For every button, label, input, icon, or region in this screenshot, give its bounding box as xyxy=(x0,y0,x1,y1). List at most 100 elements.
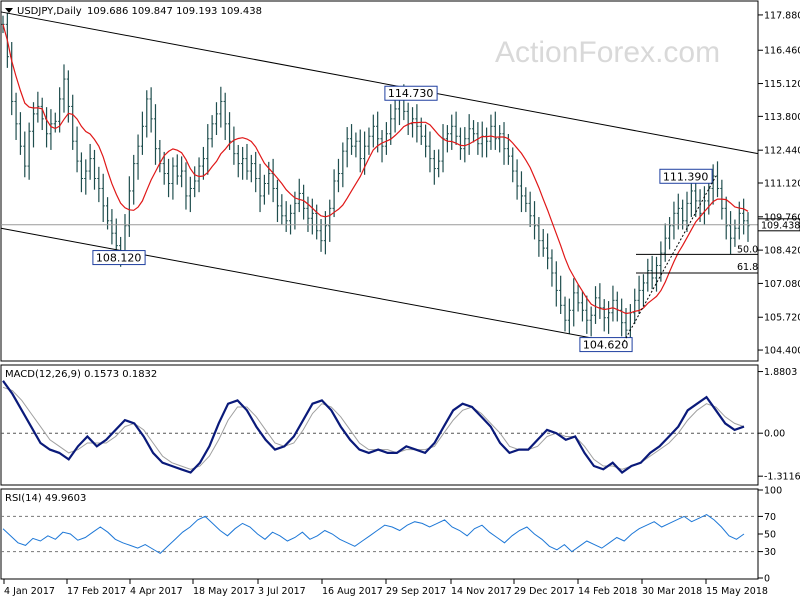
fib-618-label: 61.8 xyxy=(737,262,758,273)
ohlc-bar xyxy=(663,223,667,262)
ohlc-bar xyxy=(210,115,214,148)
low-label-108120: 108.120 xyxy=(96,252,141,265)
lower-channel-line xyxy=(0,227,631,346)
ohlc-bar xyxy=(153,104,158,165)
ohlc-bar xyxy=(284,201,288,232)
ohlc-bar xyxy=(471,120,476,143)
x-tick-label: 16 Aug 2017 xyxy=(322,586,383,597)
rsi-tick-label: 30 xyxy=(764,547,776,558)
fib-50-label: 50.0 xyxy=(737,244,758,255)
price-tick-label: 109.760 xyxy=(764,212,800,223)
ohlc-bar xyxy=(358,129,362,173)
ohlc-bar xyxy=(733,219,737,247)
ohlc-bar xyxy=(71,94,75,150)
x-tick-label: 4 Apr 2017 xyxy=(130,586,183,597)
ohlc-bar xyxy=(49,109,53,150)
ohlc-bar xyxy=(306,196,310,232)
rsi-tick-label: 100 xyxy=(764,486,782,497)
ohlc-bar xyxy=(437,149,441,178)
macd-tick-label: 0.00 xyxy=(764,429,785,440)
ohlc-bar xyxy=(132,154,136,205)
ohlc-bar xyxy=(389,104,393,145)
ohlc-bar xyxy=(602,299,606,332)
price-tick-label: 107.080 xyxy=(764,279,800,290)
ohlc-bar xyxy=(223,92,227,140)
ohlc-bar xyxy=(415,104,419,143)
ohlc-bar xyxy=(611,285,615,322)
ohlc-bar xyxy=(672,201,676,240)
collapse-triangle-icon[interactable] xyxy=(5,8,13,13)
ohlc-bar xyxy=(728,211,733,255)
ohlc-bar xyxy=(541,228,545,257)
ohlc-bar xyxy=(206,124,210,175)
ohlc-bar xyxy=(36,91,40,123)
price-tick-label: 108.420 xyxy=(764,246,800,257)
ohlc-bar xyxy=(589,306,593,337)
upper-channel-line xyxy=(0,11,759,155)
macd-signal-line xyxy=(2,386,745,470)
ohlc-bar xyxy=(214,102,219,136)
ohlc-bar xyxy=(79,152,84,193)
ohlc-bar xyxy=(127,176,131,237)
ohlc-bar xyxy=(593,286,598,324)
low-label-108120-box xyxy=(92,250,146,266)
price-tick-label: 117.880 xyxy=(764,10,800,21)
ohlc-bar xyxy=(14,92,18,140)
ohlc-bar xyxy=(498,125,502,153)
ohlc-bar xyxy=(171,157,175,200)
ohlc-bar xyxy=(742,198,746,235)
ohlc-bar xyxy=(567,298,571,334)
ohlc-bar xyxy=(149,87,153,133)
ohlc-bar xyxy=(467,114,471,155)
symbol-label: USDJPY,Daily xyxy=(17,6,82,17)
ohlc-bar xyxy=(463,127,467,163)
ohlc-bar xyxy=(188,176,192,213)
ohlc-bar xyxy=(450,114,454,150)
ohlc-bar xyxy=(532,201,537,240)
ohlc-bar xyxy=(354,132,358,158)
ohlc-bar xyxy=(572,278,576,327)
ohlc-bar xyxy=(580,291,585,322)
ohlc-bar xyxy=(219,86,223,128)
ohlc-bar xyxy=(249,154,253,183)
ohlc-bar xyxy=(724,196,728,240)
ohlc-bar xyxy=(715,161,720,198)
ohlc-bar xyxy=(694,182,698,218)
ohlc-bar xyxy=(746,212,750,242)
ohlc-bar xyxy=(258,163,262,213)
ohlc-bar xyxy=(654,256,659,292)
price-tick-label: 113.800 xyxy=(764,112,800,123)
x-tick-label: 30 Mar 2018 xyxy=(642,586,702,597)
rsi-panel[interactable] xyxy=(0,488,759,580)
ohlc-bar xyxy=(519,171,524,213)
ohlc-bar xyxy=(371,114,375,148)
ohlc-bar xyxy=(288,204,293,235)
macd-panel[interactable] xyxy=(0,364,759,486)
ohlc-bar xyxy=(554,261,558,307)
ohlc-bar xyxy=(367,127,371,155)
ohlc-bar xyxy=(323,211,327,255)
ohlc-bar xyxy=(707,179,711,215)
ohlc-bar xyxy=(254,151,258,193)
ohlc-bar xyxy=(75,126,79,173)
ohlc-bar xyxy=(528,191,532,227)
ohlc-bar xyxy=(184,162,188,210)
price-panel[interactable] xyxy=(0,0,759,362)
ohlc-bar xyxy=(197,157,201,193)
ohlc-bar xyxy=(245,143,249,180)
ohlc-bar xyxy=(275,179,280,223)
ohlc-bar xyxy=(676,193,680,230)
ohlc-bar xyxy=(162,151,166,185)
ohlc-bar xyxy=(550,249,554,287)
ohlc-bar xyxy=(380,130,384,163)
ohlc-label: 109.686 109.847 109.193 109.438 xyxy=(87,6,262,17)
ohlc-bar xyxy=(458,127,463,160)
ohlc-bar xyxy=(180,156,184,188)
x-tick-label: 29 Dec 2017 xyxy=(514,586,575,597)
ohlc-bar xyxy=(92,149,97,190)
ohlc-bar xyxy=(432,149,436,185)
ohlc-bar xyxy=(175,154,179,185)
ohlc-bar xyxy=(267,161,271,195)
ohlc-bar xyxy=(193,166,197,198)
